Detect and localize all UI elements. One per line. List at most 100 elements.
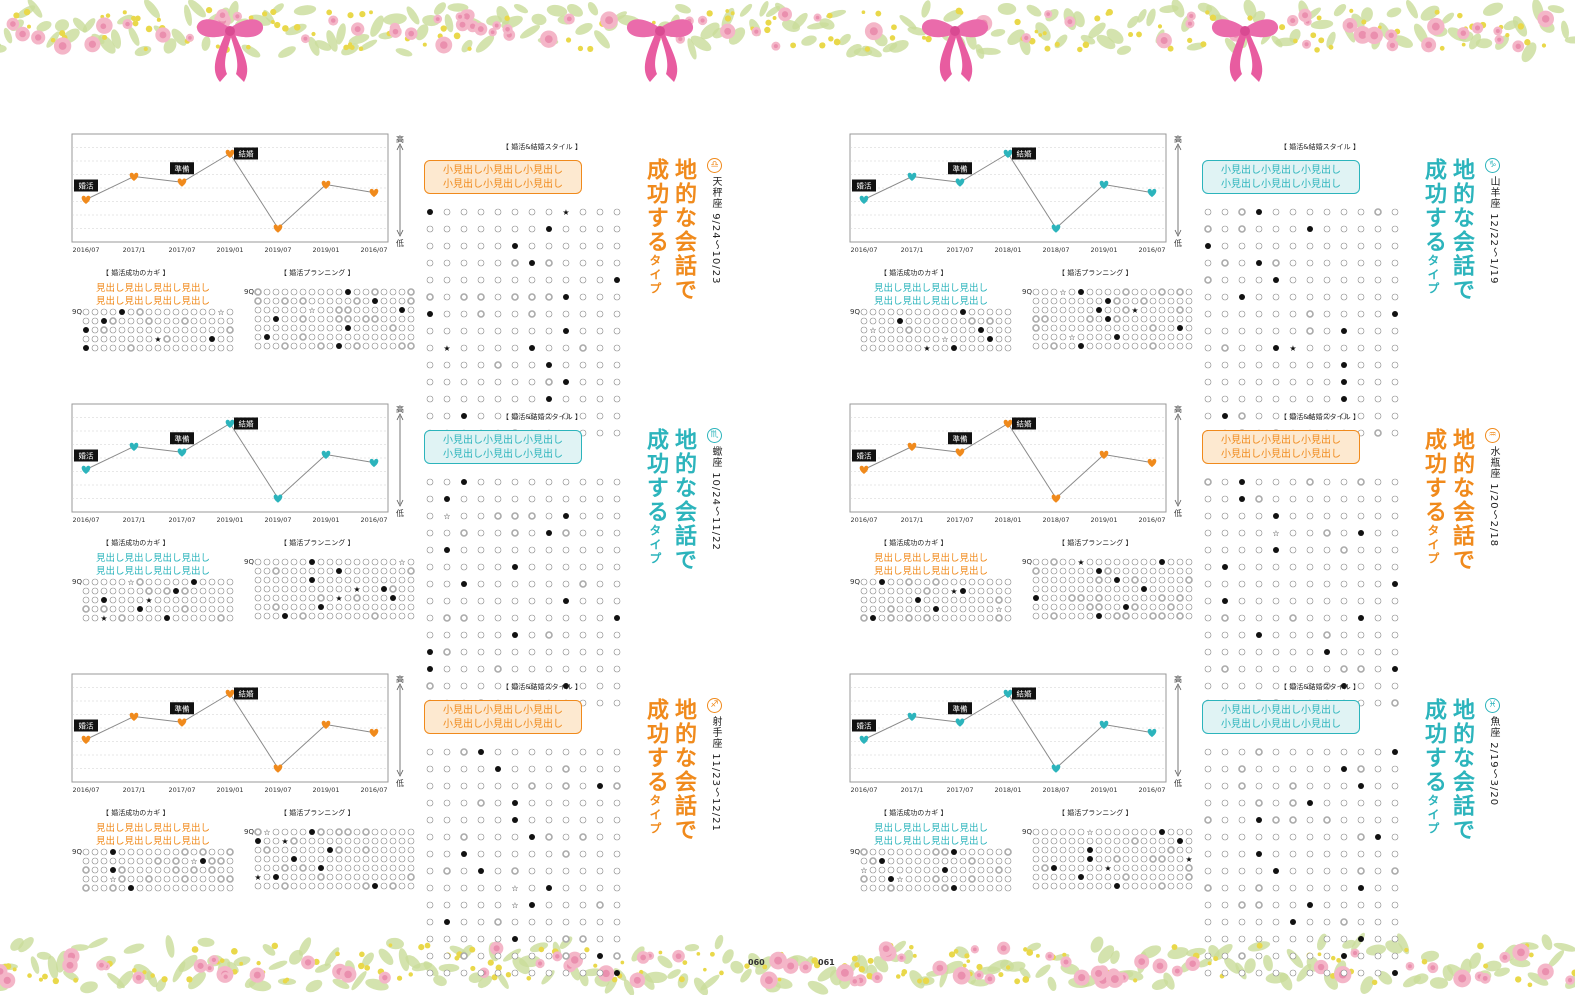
key-text-line: 見出し見出し見出し見出し [95,296,210,307]
heart-point-icon [369,458,379,468]
key-text-line: 見出し見出し見出し見出し [873,283,988,294]
star-icon: ☆ [896,875,903,884]
style-summary-line: 小見出し小見出し小見出し [1221,705,1341,716]
style-summary-box: 小見出し小見出し小見出し 小見出し小見出し小見出し [1202,700,1360,734]
heart-point-icon [1147,728,1157,738]
title-line-2: 成功するタイプ [643,158,668,296]
zodiac-sign-box: ♐ 射手座 11/23〜12/21 [706,698,722,888]
heart-point-icon [321,720,331,730]
grid-prefix-label: 9Q [72,578,82,586]
title-line-2-type: タイプ [648,524,662,566]
sign-dates: 12/22〜1/19 [1488,213,1499,285]
x-tick-label: 2019/01 [312,246,339,254]
key-text-line: 見出し見出し見出し見出し [873,296,988,307]
marker-text: 準備 [175,163,190,173]
style-section-label: 【 婚活&結婚スタイル 】 [1280,413,1360,421]
marker-text: 準備 [953,163,968,173]
dot-grid: ☆★ [82,308,234,352]
x-tick-label: 2019/01 [216,246,243,254]
chart-marker-label: 準備 [948,432,972,445]
zodiac-sign-box: ♓ 魚座 2/19〜3/20 [1484,698,1500,888]
ribbon-bow-icon [626,19,694,82]
grid-prefix-label: 9Q [244,828,254,836]
ribbon-bow-icon [196,19,264,82]
chart-marker-label: 結婚 [1012,147,1036,160]
heart-point-icon [955,718,965,727]
star-icon: ☆ [127,578,134,587]
style-section-label: 【 婚活&結婚スタイル 】 [502,683,582,691]
style-summary-line: 小見出し小見出し小見出し [443,179,563,190]
chart-marker-label: 準備 [948,702,972,715]
x-tick-label: 2019/07 [264,246,291,254]
key-text-block: 見出し見出し見出し見出し 見出し見出し見出し見出し [78,282,228,308]
heart-point-icon [177,718,187,727]
arrow-up-icon [396,413,404,421]
heart-point-icon [129,172,139,181]
style-section-label: 【 婚活&結婚スタイル 】 [1280,143,1360,151]
sign-dates: 2/19〜3/20 [1488,742,1499,807]
title-line-2-type: タイプ [1426,794,1440,836]
marker-text: 結婚 [239,149,254,159]
x-tick-label: 2016/07 [360,516,387,524]
star-icon: ☆ [398,558,405,567]
dot-grid: ☆ ★ ★ [254,558,415,620]
heart-point-icon [1099,720,1109,730]
marker-text: 婚活 [79,181,94,191]
style-summary-box: 小見出し小見出し小見出し 小見出し小見出し小見出し [1202,430,1360,464]
dot-grid: ☆ [254,288,415,350]
star-icon: ☆ [443,512,450,521]
grid-prefix-label: 9Q [72,308,82,316]
star-icon: ★ [145,596,152,605]
star-icon: ★ [1185,855,1192,864]
sign-panel: 高低婚活 準備 結婚 2016/07 2017/1 2017/07 2019/01 2019/… [71,400,722,707]
style-section-label: 【 婚活&結婚スタイル 】 [502,413,582,421]
zodiac-sign-box: ♎ 天秤座 9/24〜10/23 [706,158,722,348]
marker-text: 準備 [953,433,968,443]
heart-point-icon [859,465,869,474]
marker-text: 準備 [175,703,190,713]
x-tick-label: 2016/07 [850,246,877,254]
style-summary-line: 小見出し小見出し小見出し [443,705,563,716]
planning-section-label: 【 婚活プランニング 】 [1058,809,1133,817]
key-text-block: 見出し見出し見出し見出し 見出し見出し見出し見出し [78,552,228,578]
heart-point-icon [1099,180,1109,190]
title-line-1: 地的な会話で [1449,428,1474,572]
x-tick-label: 2016/07 [360,786,387,794]
star-icon: ☆ [263,828,270,837]
y-axis-low-label: 低 [1174,238,1182,248]
arrow-down-icon [396,229,404,237]
y-axis-low-label: 低 [1174,778,1182,788]
chart-marker-label: 結婚 [1012,687,1036,700]
star-icon: ★ [1131,306,1138,315]
star-icon: ☆ [1086,828,1093,837]
title-line-1: 地的な会話で [671,158,696,302]
star-icon: ★ [154,335,161,344]
marker-text: 結婚 [1017,149,1033,159]
title-line-2-type: タイプ [1426,524,1440,566]
marker-text: 結婚 [1017,689,1033,699]
zodiac-sign-name: 蠍座 10/24〜11/22 [708,446,723,551]
style-summary-box: 小見出し小見出し小見出し 小見出し小見出し小見出し [424,430,582,464]
title-line-1: 地的な会話で [671,428,696,572]
key-text-line: 見出し見出し見出し見出し [873,823,988,834]
arrow-up-icon [396,683,404,691]
star-icon: ☆ [1306,412,1313,421]
style-section-label: 【 婚活&結婚スタイル 】 [1280,683,1360,691]
sign-dates: 11/23〜12/21 [710,753,721,832]
heart-point-icon [1003,419,1013,428]
heart-point-icon [1051,494,1061,503]
x-tick-label: 2017/1 [901,786,924,794]
arrow-up-icon [396,143,404,151]
marker-text: 準備 [175,433,190,443]
dot-grid: ☆☆ [82,848,234,892]
grid-prefix-label: 9Q [244,288,254,296]
style-summary-box: 小見出し小見出し小見出し 小見出し小見出し小見出し [1202,160,1360,194]
arrow-up-icon [1174,143,1182,151]
chart-marker-label: 結婚 [234,417,258,430]
star-icon: ☆ [109,875,116,884]
heart-point-icon [859,735,869,744]
marker-text: 結婚 [1017,419,1033,429]
sign-name: 水瓶座 [1488,446,1499,479]
